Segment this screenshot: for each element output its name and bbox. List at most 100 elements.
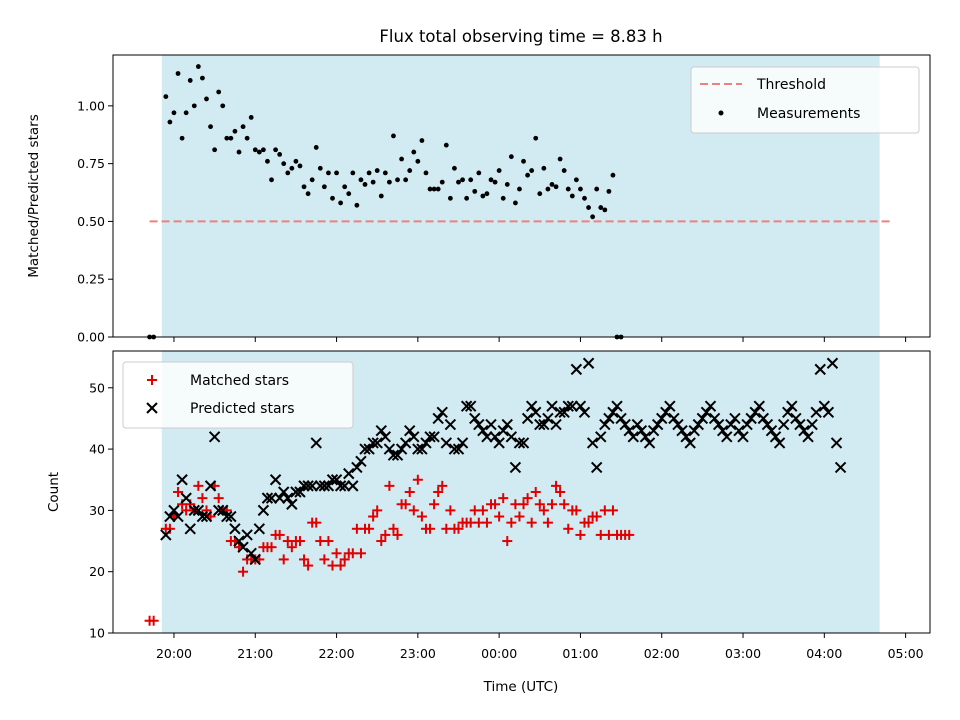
matched-star-point [148, 615, 159, 626]
predicted-star-point [643, 437, 656, 449]
count-ytick-label: 40 [89, 442, 105, 457]
measurement-point [573, 177, 579, 183]
measurement-point [557, 156, 563, 162]
predicted-star-point [603, 412, 615, 425]
matched-star-point [502, 536, 513, 547]
predicted-star-point [749, 406, 761, 419]
measurement-point [374, 168, 380, 173]
measurement-point [293, 158, 299, 164]
predicted-star-point [416, 443, 428, 455]
predicted-star-point [688, 424, 700, 437]
predicted-star-point [623, 424, 635, 437]
predicted-star-point [631, 418, 644, 431]
measurement-point [232, 128, 238, 134]
matched-legend-label: Matched stars [190, 373, 289, 389]
xtick-label: 01:00 [562, 646, 598, 661]
xtick-label: 20:00 [156, 646, 192, 661]
predicted-star-point [802, 431, 814, 443]
predicted-star-point [245, 547, 257, 560]
measurement-point [508, 154, 514, 160]
measurement-point [419, 138, 425, 143]
predicted-star-point [294, 486, 306, 498]
ratio-ytick-label: 0.75 [77, 156, 105, 171]
xtick-label: 21:00 [237, 646, 273, 661]
matched-star-point [323, 536, 334, 547]
matched-star-point [490, 499, 501, 510]
matched-star-point [429, 499, 440, 510]
predicted-star-point [464, 400, 477, 412]
measurement-point [163, 94, 169, 100]
measurement-point [411, 149, 417, 155]
predicted-star-point [322, 480, 335, 492]
predicted-star-point [436, 406, 448, 419]
matched-star-point [481, 517, 492, 528]
measurement-point [606, 188, 612, 194]
xtick-label: 02:00 [644, 646, 680, 661]
predicted-star-point [225, 510, 237, 523]
matched-star-point [299, 554, 310, 565]
measurement-point [216, 89, 222, 95]
matched-star-point [384, 480, 395, 491]
ratio-plot-frame [112, 54, 931, 338]
predicted-star-point [712, 418, 725, 431]
matched-star-point [506, 517, 517, 528]
predicted-star-point [692, 418, 705, 431]
measurement-point [204, 96, 209, 102]
measurement-point [517, 186, 522, 192]
predicted-star-point [761, 418, 774, 431]
predicted-star-point [570, 363, 583, 376]
measurement-point [285, 170, 291, 176]
measurement-point [362, 182, 368, 187]
predicted-star-point [184, 523, 196, 535]
measurement-point [386, 179, 392, 185]
predicted-star-point [700, 406, 713, 419]
predicted-star-point [546, 400, 558, 412]
predicted-star-point [574, 400, 587, 412]
predicted-star-point [725, 418, 737, 431]
matched-star-point [339, 554, 350, 565]
threshold-legend-label: Threshold [756, 77, 826, 93]
predicted-star-point [810, 406, 822, 419]
predicted-star-point [290, 486, 302, 498]
predicted-star-point [204, 480, 217, 492]
predicted-star-point [794, 418, 806, 431]
predicted-star-point [314, 480, 327, 492]
predicted-star-point [200, 510, 213, 523]
measurement-point [200, 75, 205, 81]
predicted-star-point [160, 529, 172, 541]
measurement-point [561, 168, 567, 173]
measurement-point [549, 182, 555, 187]
measurement-point [321, 184, 327, 190]
matched-star-point [266, 542, 277, 553]
measurement-point [594, 186, 600, 192]
ratio-ytick-label: 1.00 [77, 98, 105, 113]
measurement-point [480, 193, 486, 199]
ratio-ytick-label: 0.50 [77, 214, 105, 229]
predicted-star-point [208, 431, 221, 443]
predicted-star-point [578, 406, 591, 419]
matched-star-point [376, 536, 387, 547]
predicted-star-point [265, 492, 278, 504]
measurement-point [427, 186, 433, 192]
predicted-star-point [733, 424, 745, 437]
matched-star-point [193, 480, 204, 491]
predicted-star-point [399, 437, 412, 449]
matched-star-point [425, 523, 436, 534]
measurement-point [496, 168, 502, 173]
predicted-star-point [383, 443, 396, 455]
measurement-point [464, 195, 470, 201]
measurement-point [350, 170, 356, 176]
predicted-star-point [196, 510, 209, 523]
predicted-star-point [773, 437, 786, 449]
matched-star-point [624, 529, 635, 540]
matched-star-point [563, 523, 574, 534]
measurement-point [179, 135, 185, 141]
matched-star-point [453, 523, 464, 534]
predicted-star-point [615, 412, 627, 425]
predicted-star-point [375, 424, 387, 437]
predicted-star-point [424, 431, 436, 443]
measurement-point [403, 177, 409, 183]
measurement-point [366, 170, 372, 176]
predicted-star-point [440, 437, 453, 449]
measurement-point [533, 135, 539, 141]
